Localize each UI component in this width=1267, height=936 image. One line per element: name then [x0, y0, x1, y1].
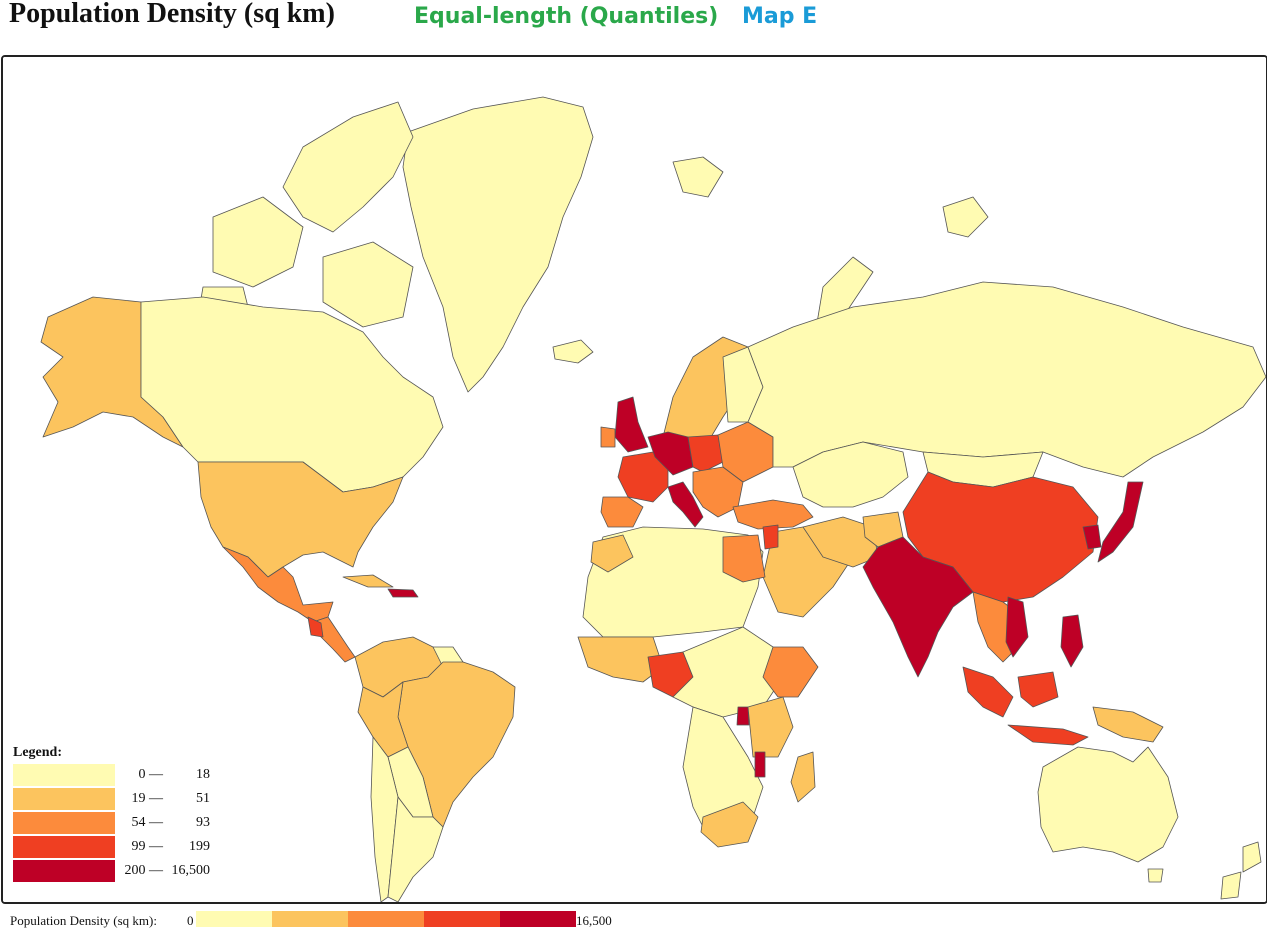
legend-swatch [13, 788, 115, 810]
classification-subtitle: Equal-length (Quantiles) [414, 4, 719, 29]
region-south-asia[interactable] [862, 536, 974, 678]
region-south-africa[interactable] [700, 801, 759, 848]
region-turkey[interactable] [732, 499, 814, 530]
region-levant[interactable] [762, 524, 779, 550]
region-rwanda-burundi[interactable] [736, 706, 750, 726]
scale-bar-label: Population Density (sq km): [10, 913, 157, 928]
region-australia[interactable] [1037, 746, 1179, 863]
world-choropleth-map[interactable] [3, 57, 1266, 902]
legend-high: 199 [189, 839, 210, 854]
region-madagascar[interactable] [790, 751, 816, 803]
legend-swatch [13, 836, 115, 858]
legend-low: 19 — [131, 791, 164, 806]
map-frame[interactable]: Legend: 0 — 18 19 — 51 54 — 93 99 — 199 … [1, 55, 1267, 904]
scale-bar-min: 0 [187, 913, 194, 928]
scale-bar-segment [500, 911, 576, 927]
legend-row: 0 — 18 [13, 764, 233, 788]
region-vietnam[interactable] [1005, 596, 1029, 658]
legend-row: 200 — 16,500 [13, 860, 233, 884]
legend-high: 93 [196, 815, 210, 830]
legend-low: 0 — [138, 767, 164, 782]
region-indonesia[interactable] [962, 666, 1089, 746]
region-east-africa[interactable] [747, 696, 794, 758]
scale-bar-segment [348, 911, 424, 927]
map-label: Map E [742, 4, 818, 29]
region-poland-central[interactable] [687, 434, 724, 473]
region-new-guinea[interactable] [1092, 706, 1164, 743]
header: Population Density (sq km) Equal-length … [0, 0, 1267, 54]
legend-low: 200 — [124, 863, 164, 878]
page-title: Population Density (sq km) [9, 0, 335, 29]
region-haiti-dr[interactable] [387, 588, 419, 598]
region-russia[interactable] [747, 281, 1266, 478]
region-japan[interactable] [1097, 481, 1144, 563]
region-egypt[interactable] [722, 534, 766, 583]
legend-title: Legend: [13, 745, 62, 760]
region-iberia[interactable] [600, 496, 644, 528]
region-canada[interactable] [140, 296, 444, 493]
legend-high: 16,500 [171, 863, 211, 878]
region-philippines[interactable] [1060, 614, 1084, 668]
region-tasmania[interactable] [1147, 868, 1164, 883]
region-ireland[interactable] [600, 426, 616, 448]
scale-bar-segment [424, 911, 500, 927]
legend-row: 19 — 51 [13, 788, 233, 812]
legend-high: 51 [196, 791, 210, 806]
legend: Legend: 0 — 18 19 — 51 54 — 93 99 — 199 … [13, 745, 233, 884]
legend-high: 18 [196, 767, 210, 782]
scale-bar-max: 16,500 [576, 913, 612, 928]
legend-row: 99 — 199 [13, 836, 233, 860]
region-severnaya-zemlya[interactable] [942, 196, 989, 238]
region-kazakhstan-centralasia[interactable] [792, 441, 909, 508]
legend-swatch [13, 764, 115, 786]
legend-low: 54 — [131, 815, 164, 830]
region-cuba[interactable] [342, 574, 394, 588]
legend-swatch [13, 812, 115, 834]
region-malawi[interactable] [754, 751, 766, 778]
scale-bar-segment [196, 911, 272, 927]
region-argentina[interactable] [387, 796, 444, 902]
region-italy[interactable] [667, 481, 704, 528]
scale-bar-segment [272, 911, 348, 927]
region-ethiopia-east[interactable] [762, 646, 819, 698]
legend-row: 54 — 93 [13, 812, 233, 836]
region-greenland[interactable] [402, 96, 594, 393]
color-scale-bar: Population Density (sq km): 0 16,500 [10, 911, 630, 929]
region-guatemala-elsalvador[interactable] [307, 616, 324, 638]
region-morocco[interactable] [590, 534, 634, 573]
region-new-zealand[interactable] [1220, 841, 1262, 900]
region-iceland[interactable] [552, 339, 594, 364]
legend-low: 99 — [131, 839, 164, 854]
region-canadian-arctic[interactable] [197, 101, 414, 338]
region-svalbard[interactable] [672, 156, 724, 198]
region-korea[interactable] [1082, 524, 1102, 550]
legend-swatch [13, 860, 115, 882]
